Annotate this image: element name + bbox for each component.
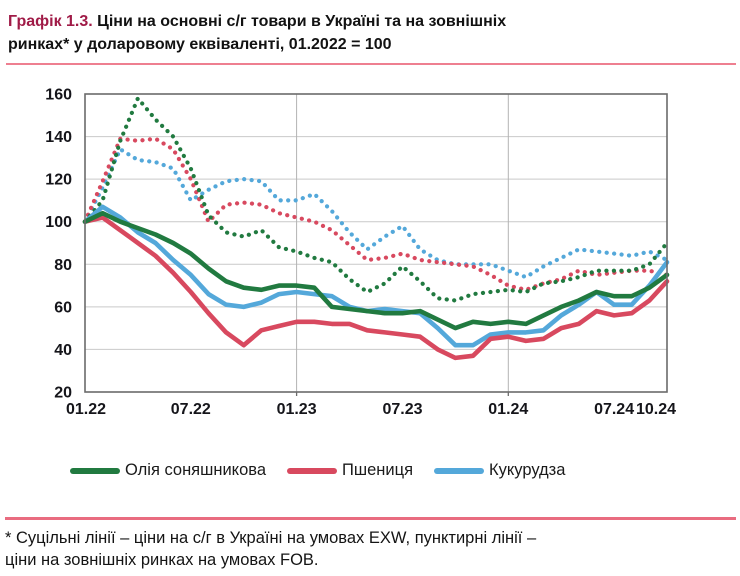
svg-text:160: 160 xyxy=(45,87,72,104)
footnote-line2: ціни на зовнішніх ринках на умовах FOB. xyxy=(5,551,319,569)
svg-text:10.24: 10.24 xyxy=(636,401,676,418)
svg-text:01.23: 01.23 xyxy=(277,401,317,418)
svg-text:140: 140 xyxy=(45,129,72,146)
svg-text:120: 120 xyxy=(45,172,72,189)
svg-text:07.24: 07.24 xyxy=(594,401,634,418)
svg-text:80: 80 xyxy=(54,257,72,274)
footnote: * Суцільні лінії – ціни на с/г в Україні… xyxy=(5,527,737,571)
chart-title-line1: Ціни на основні с/г товари в Україні та … xyxy=(92,13,507,30)
wheat-line-swatch xyxy=(287,467,338,474)
svg-text:07.22: 07.22 xyxy=(171,401,211,418)
legend-item-wheat: Пшениця xyxy=(287,461,413,480)
svg-text:01.24: 01.24 xyxy=(488,401,528,418)
svg-text:07.23: 07.23 xyxy=(382,401,422,418)
svg-text:20: 20 xyxy=(54,385,72,402)
legend-item-sunflower-oil: Олія соняшникова xyxy=(70,461,266,480)
footnote-rule xyxy=(5,517,736,520)
chart-title-line2: ринках* у доларовому еквіваленті, 01.202… xyxy=(8,36,392,53)
chart-title: Графік 1.3. Ціни на основні с/г товари в… xyxy=(8,10,732,56)
chart-number: Графік 1.3. xyxy=(8,13,93,30)
legend-label-sunflower-oil: Олія соняшникова xyxy=(125,461,267,479)
legend-label-wheat: Пшениця xyxy=(342,461,414,479)
svg-text:100: 100 xyxy=(45,214,72,231)
svg-text:60: 60 xyxy=(54,299,72,316)
corn-line-swatch xyxy=(434,467,485,474)
footnote-line1: * Суцільні лінії – ціни на с/г в Україні… xyxy=(5,529,537,547)
title-underline xyxy=(6,63,736,65)
legend-item-corn: Кукурудза xyxy=(434,461,565,480)
svg-text:01.22: 01.22 xyxy=(66,401,106,418)
legend-label-corn: Кукурудза xyxy=(489,461,566,479)
svg-text:40: 40 xyxy=(54,342,72,359)
chart-legend: Олія соняшникова Пшениця Кукурудза xyxy=(70,461,670,480)
price-index-line-chart: 20 40 60 80 100 120 140 160 01.22 07.22 01.23 07.23… xyxy=(45,87,676,419)
sunflower-oil-line-swatch xyxy=(70,467,120,474)
